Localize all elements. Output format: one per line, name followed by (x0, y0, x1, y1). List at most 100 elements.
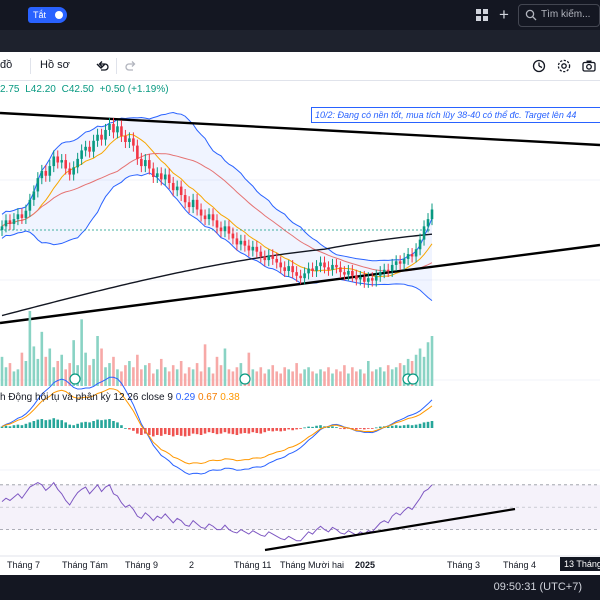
trend-lines (0, 111, 600, 325)
candle-body (390, 264, 394, 271)
x-tick-label: Tháng 7 (7, 560, 40, 570)
candle-body (267, 255, 271, 261)
volume-bar (366, 361, 370, 386)
macd-histogram-bar (112, 421, 115, 428)
candle-body (422, 226, 426, 240)
annotation-note[interactable]: 10/2: Đang có nền tốt, mua tích lũy 38-4… (311, 107, 600, 123)
volume-bar (319, 369, 322, 386)
candle-body (52, 156, 56, 167)
macd-histogram-bar (128, 428, 131, 430)
volume-bar (374, 369, 378, 386)
search-placeholder: Tìm kiếm... (541, 9, 591, 20)
candle-body (283, 267, 286, 271)
macd-histogram-bar (287, 428, 290, 430)
candle-body (366, 278, 370, 282)
candle-body (363, 276, 366, 282)
candle-body (44, 170, 48, 176)
support-trend-line (0, 243, 600, 325)
macd-histogram-bar (48, 419, 52, 428)
macd-histogram-bar (239, 428, 243, 434)
candle-body (12, 219, 16, 224)
macd-histogram-bar (414, 424, 418, 428)
profile-button[interactable]: Hồ sơ (40, 59, 70, 71)
top-bar: Tắt + Tìm kiếm... (0, 0, 600, 30)
candle-body (163, 174, 167, 180)
macd-histogram-bar (410, 425, 414, 428)
macd-histogram-bar (96, 419, 99, 428)
macd-histogram-bar (279, 428, 283, 432)
volume-bar (159, 358, 163, 386)
volume-bar (343, 365, 346, 386)
candle-body (4, 220, 8, 227)
macd-histogram-bar (92, 421, 95, 428)
candle-body (279, 262, 283, 268)
chart-type-label[interactable]: đồ (0, 59, 13, 71)
macd-histogram-bar (68, 424, 71, 428)
chevron-down-icon[interactable] (94, 59, 108, 73)
volume-bar (418, 348, 422, 386)
candle-body (271, 255, 275, 259)
search-input[interactable]: Tìm kiếm... (518, 4, 600, 27)
volume-bar (136, 354, 139, 386)
candle-body (171, 182, 175, 191)
candle-body (287, 266, 290, 271)
macd-histogram-bar (84, 421, 87, 428)
candle-body (56, 156, 60, 163)
resistance-trend-line (0, 111, 600, 147)
toolbar-divider (116, 58, 117, 74)
legend-high: 2.75 (0, 84, 20, 95)
candle-body (72, 167, 75, 175)
volume-bar (124, 365, 127, 386)
candle-body (32, 191, 36, 200)
volume-bar (359, 369, 362, 386)
macd-histogram-bar (291, 428, 294, 431)
macd-histogram-bar (295, 428, 298, 430)
macd-histogram-bar (179, 428, 183, 436)
clock: 09:50:31 (UTC+7) (493, 581, 582, 593)
redo-icon[interactable] (124, 59, 138, 73)
ma-mid-line (1, 152, 433, 273)
macd-histogram-bar (171, 428, 175, 437)
x-tick-label: Tháng 3 (447, 560, 480, 570)
volume-bar (8, 363, 12, 386)
candle-body (303, 273, 306, 279)
volume-bar (195, 363, 199, 386)
volume-bar (291, 371, 294, 386)
candle-body (0, 226, 4, 230)
volume-bar (171, 365, 175, 386)
macd-histogram-bar (8, 426, 12, 428)
volume-bar (422, 356, 426, 386)
undo-icon[interactable] (96, 59, 110, 73)
replay-icon[interactable] (531, 58, 547, 74)
candle-body (359, 276, 362, 280)
rsi-trend-line (264, 507, 516, 552)
macd-histogram-bar (155, 428, 159, 435)
legend-close: C42.50 (61, 84, 94, 95)
volume-bar (295, 363, 298, 386)
layout-grid-icon[interactable] (474, 7, 490, 23)
volume-bar (20, 352, 24, 386)
candle-body (60, 160, 64, 163)
add-icon[interactable]: + (499, 5, 509, 24)
macd-histogram-bar (339, 428, 342, 429)
volume-bar (96, 336, 99, 386)
macd-histogram-bar (263, 428, 267, 433)
candle-body (191, 199, 195, 208)
macd-histogram-bar (267, 428, 271, 431)
rsi-panel (0, 481, 600, 552)
macd-histogram-bar (255, 428, 259, 434)
macd-value-2: 0.67 (197, 392, 218, 403)
toggle-switch[interactable]: Tắt (28, 7, 68, 23)
macd-histogram-bar (207, 428, 211, 433)
macd-histogram-bar (32, 421, 36, 428)
gear-icon[interactable] (556, 58, 572, 74)
macd-histogram-bar (4, 425, 8, 428)
camera-icon[interactable] (581, 58, 597, 74)
macd-histogram-bar (366, 428, 370, 429)
toggle-label: Tắt (28, 7, 52, 23)
volume-bar (175, 369, 179, 386)
macd-value-3: 0.38 (220, 392, 240, 403)
candle-body (251, 246, 255, 251)
x-axis: Tháng 7 Tháng Tám Tháng 9 2 Tháng 11 Tháng Mư… (0, 555, 600, 570)
